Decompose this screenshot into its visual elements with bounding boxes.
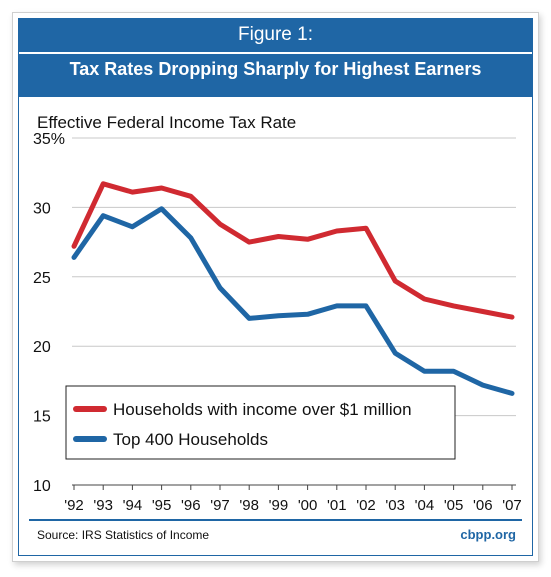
x-tick-label: '02	[356, 497, 376, 514]
figure-frame: Figure 1: Tax Rates Dropping Sharply for…	[12, 12, 539, 562]
footer-divider	[29, 519, 522, 521]
x-tick-label: '04	[415, 497, 435, 514]
legend-label-2: Top 400 Households	[113, 430, 268, 449]
x-tick-label: '99	[269, 497, 289, 514]
y-axis-label: Effective Federal Income Tax Rate	[37, 113, 297, 132]
header-divider	[19, 52, 532, 54]
x-tick-label: '93	[93, 497, 113, 514]
legend-label-1: Households with income over $1 million	[113, 400, 412, 419]
y-tick-label: 10	[33, 478, 51, 495]
x-tick-label: '05	[444, 497, 464, 514]
x-tick-label: '01	[327, 497, 347, 514]
x-tick-label: '00	[298, 497, 318, 514]
y-tick-label: 30	[33, 200, 51, 217]
x-tick-label: '06	[473, 497, 493, 514]
x-tick-label: '96	[181, 497, 201, 514]
y-tick-label: 35%	[33, 131, 65, 148]
y-tick-label: 15	[33, 409, 51, 426]
x-tick-label: '92	[64, 497, 84, 514]
credit-link[interactable]: cbpp.org	[460, 527, 516, 542]
line-chart: 10 15 20 25 30 35% '92 '93 '94 '95 '96 '97 '98 '99 '00…	[33, 131, 522, 514]
figure-number: Figure 1:	[238, 24, 313, 45]
x-tick-label: '98	[239, 497, 259, 514]
figure-title: Tax Rates Dropping Sharply for Highest E…	[69, 59, 482, 79]
source-note: Source: IRS Statistics of Income	[37, 528, 210, 542]
y-tick-label: 20	[33, 339, 51, 356]
legend-box	[65, 385, 456, 460]
series-line-2	[71, 206, 515, 396]
x-tick-label: '94	[123, 497, 143, 514]
figure-header: Figure 1: Tax Rates Dropping Sharply for…	[19, 19, 532, 97]
series-line-1	[71, 181, 515, 320]
figure-panel: Figure 1: Tax Rates Dropping Sharply for…	[18, 18, 533, 556]
x-tick-label: '95	[152, 497, 172, 514]
y-tick-label: 25	[33, 270, 51, 287]
x-tick-label: '97	[210, 497, 230, 514]
x-tick-label: '07	[502, 497, 522, 514]
x-tick-label: '03	[385, 497, 405, 514]
